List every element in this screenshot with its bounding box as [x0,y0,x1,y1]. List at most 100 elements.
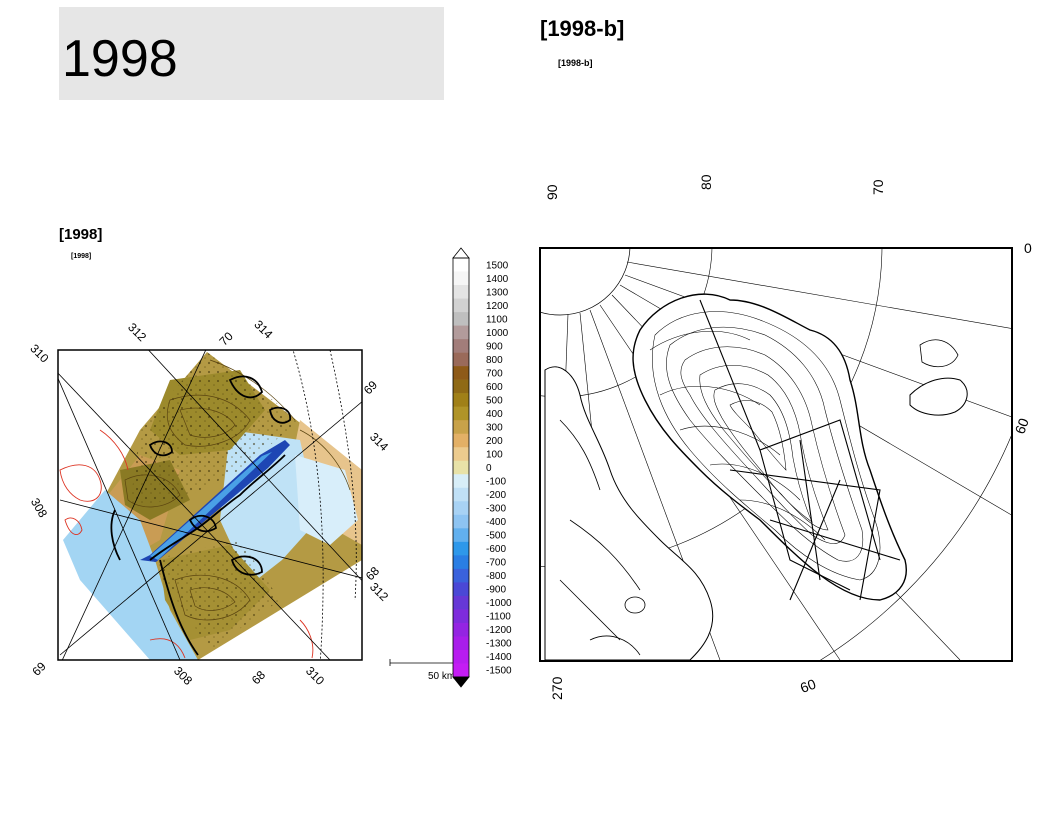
left-grid-label: 314 [251,317,275,341]
colorbar-tick-label: -1100 [486,612,511,623]
left-grid-label: 310 [303,664,327,688]
left-grid-label: 308 [28,496,50,521]
colorbar-tick-label: 900 [486,341,503,352]
colorbar: 1500140013001200110010009008007006005004… [452,247,512,688]
colorbar-cell [453,609,469,624]
colorbar-cell [453,582,469,597]
colorbar-frame [452,257,470,678]
left-map-frame [57,349,363,661]
colorbar-tick-label: -300 [486,504,506,515]
colorbar-cell [453,271,469,286]
colorbar-cell [453,312,469,326]
colorbar-tick-label: -1400 [486,652,512,663]
right-panel-label: [1998-b] [540,16,625,41]
colorbar-cell [453,420,469,435]
lat-label-bottom: 60 [798,676,818,696]
colorbar-cell [453,393,469,407]
canada-coast [544,366,714,661]
left-grid-label: 68 [363,564,383,584]
colorbar-tick-label: -900 [486,585,506,596]
colorbar-cell [453,514,469,529]
lon-label-bottom: 270 [549,676,565,700]
colorbar-tick-label: 500 [486,395,503,406]
left-grid-label: 68 [249,668,269,688]
lat-label-right: 60 [1011,416,1031,436]
scale-bar-label: 50 km [428,671,455,682]
colorbar-tick-label: 0 [486,463,492,474]
lon-label: 90 [544,184,560,200]
left-map-ocean [63,490,198,660]
colorbar-cell [453,258,469,272]
colorbar-tick-label: 400 [486,409,503,420]
colorbar-cell [453,649,469,664]
colorbar-cell [453,487,469,502]
colorbar-cell [453,298,469,313]
colorbar-cell [453,541,469,556]
left-grid-label: 69 [29,659,49,679]
colorbar-cell [453,379,469,394]
colorbar-cell [453,433,469,448]
lon-label: 70 [870,179,886,195]
colorbar-tick-label: 700 [486,368,503,379]
colorbar-tick-label: -500 [486,531,506,542]
right-map: 90 80 70 0 60 270 60 [539,174,1032,700]
left-grid-label: 308 [171,664,195,688]
colorbar-tick-label: -600 [486,544,506,555]
colorbar-tick-label: -1200 [486,625,512,636]
colorbar-cell [453,406,469,421]
colorbar-tick-label: -800 [486,571,506,582]
lon-label: 80 [698,174,714,190]
colorbar-top-triangle [452,247,470,259]
left-panel-label: [1998] [59,226,103,243]
pole-circle [540,248,631,316]
left-panel-sublabel: [1998] [71,253,92,260]
left-map: 312 70 314 310 308 69 69 314 68 312 308 … [27,317,458,688]
colorbar-tick-label: 1400 [486,274,509,285]
colorbar-tick-label: -1300 [486,639,512,650]
colorbar-tick-label: -100 [486,477,506,488]
colorbar-cell [453,595,469,610]
colorbar-cell [453,474,469,489]
colorbar-cell [453,460,469,475]
colorbar-tick-label: 600 [486,382,503,393]
colorbar-cell [453,366,469,380]
colorbar-cell [453,501,469,516]
left-grid-label: 312 [125,320,149,344]
colorbar-tick-label: 800 [486,355,503,366]
left-grid-label: 69 [361,378,381,398]
colorbar-tick-label: -200 [486,490,506,501]
colorbar-cell [453,285,469,299]
colorbar-tick-label: 1300 [486,287,509,298]
colorbar-bottom-triangle [452,676,470,688]
colorbar-tick-label: 1500 [486,260,509,271]
lon-label-right: 0 [1024,240,1032,256]
colorbar-cell [453,555,469,570]
colorbar-cell [453,339,469,353]
left-map-coastline [149,454,286,561]
left-map-red-outline [59,464,102,502]
colorbar-cell [453,352,469,367]
right-panel-sublabel: [1998-b] [558,58,593,68]
colorbar-cell [453,663,469,678]
colorbar-tick-label: 1000 [486,328,509,339]
iceland-outline [909,377,968,416]
slide-title-box: 1998 [59,7,444,100]
colorbar-tick-label: -1500 [486,666,512,677]
left-grid-label: 70 [217,329,237,349]
colorbar-tick-label: 200 [486,436,503,447]
left-grid-label: 314 [367,430,391,454]
colorbar-cell [453,325,469,340]
colorbar-tick-label: -400 [486,517,506,528]
colorbar-cell [453,622,469,637]
colorbar-cell [453,447,469,462]
left-grid-label: 310 [27,341,51,365]
colorbar-tick-label: -700 [486,558,506,569]
slide-title: 1998 [62,30,178,88]
flight-line [699,299,851,591]
colorbar-tick-label: 100 [486,449,503,460]
right-map-frame [539,247,1013,662]
colorbar-cell [453,568,469,583]
colorbar-tick-label: 300 [486,422,503,433]
left-grid-label: 312 [367,580,391,604]
